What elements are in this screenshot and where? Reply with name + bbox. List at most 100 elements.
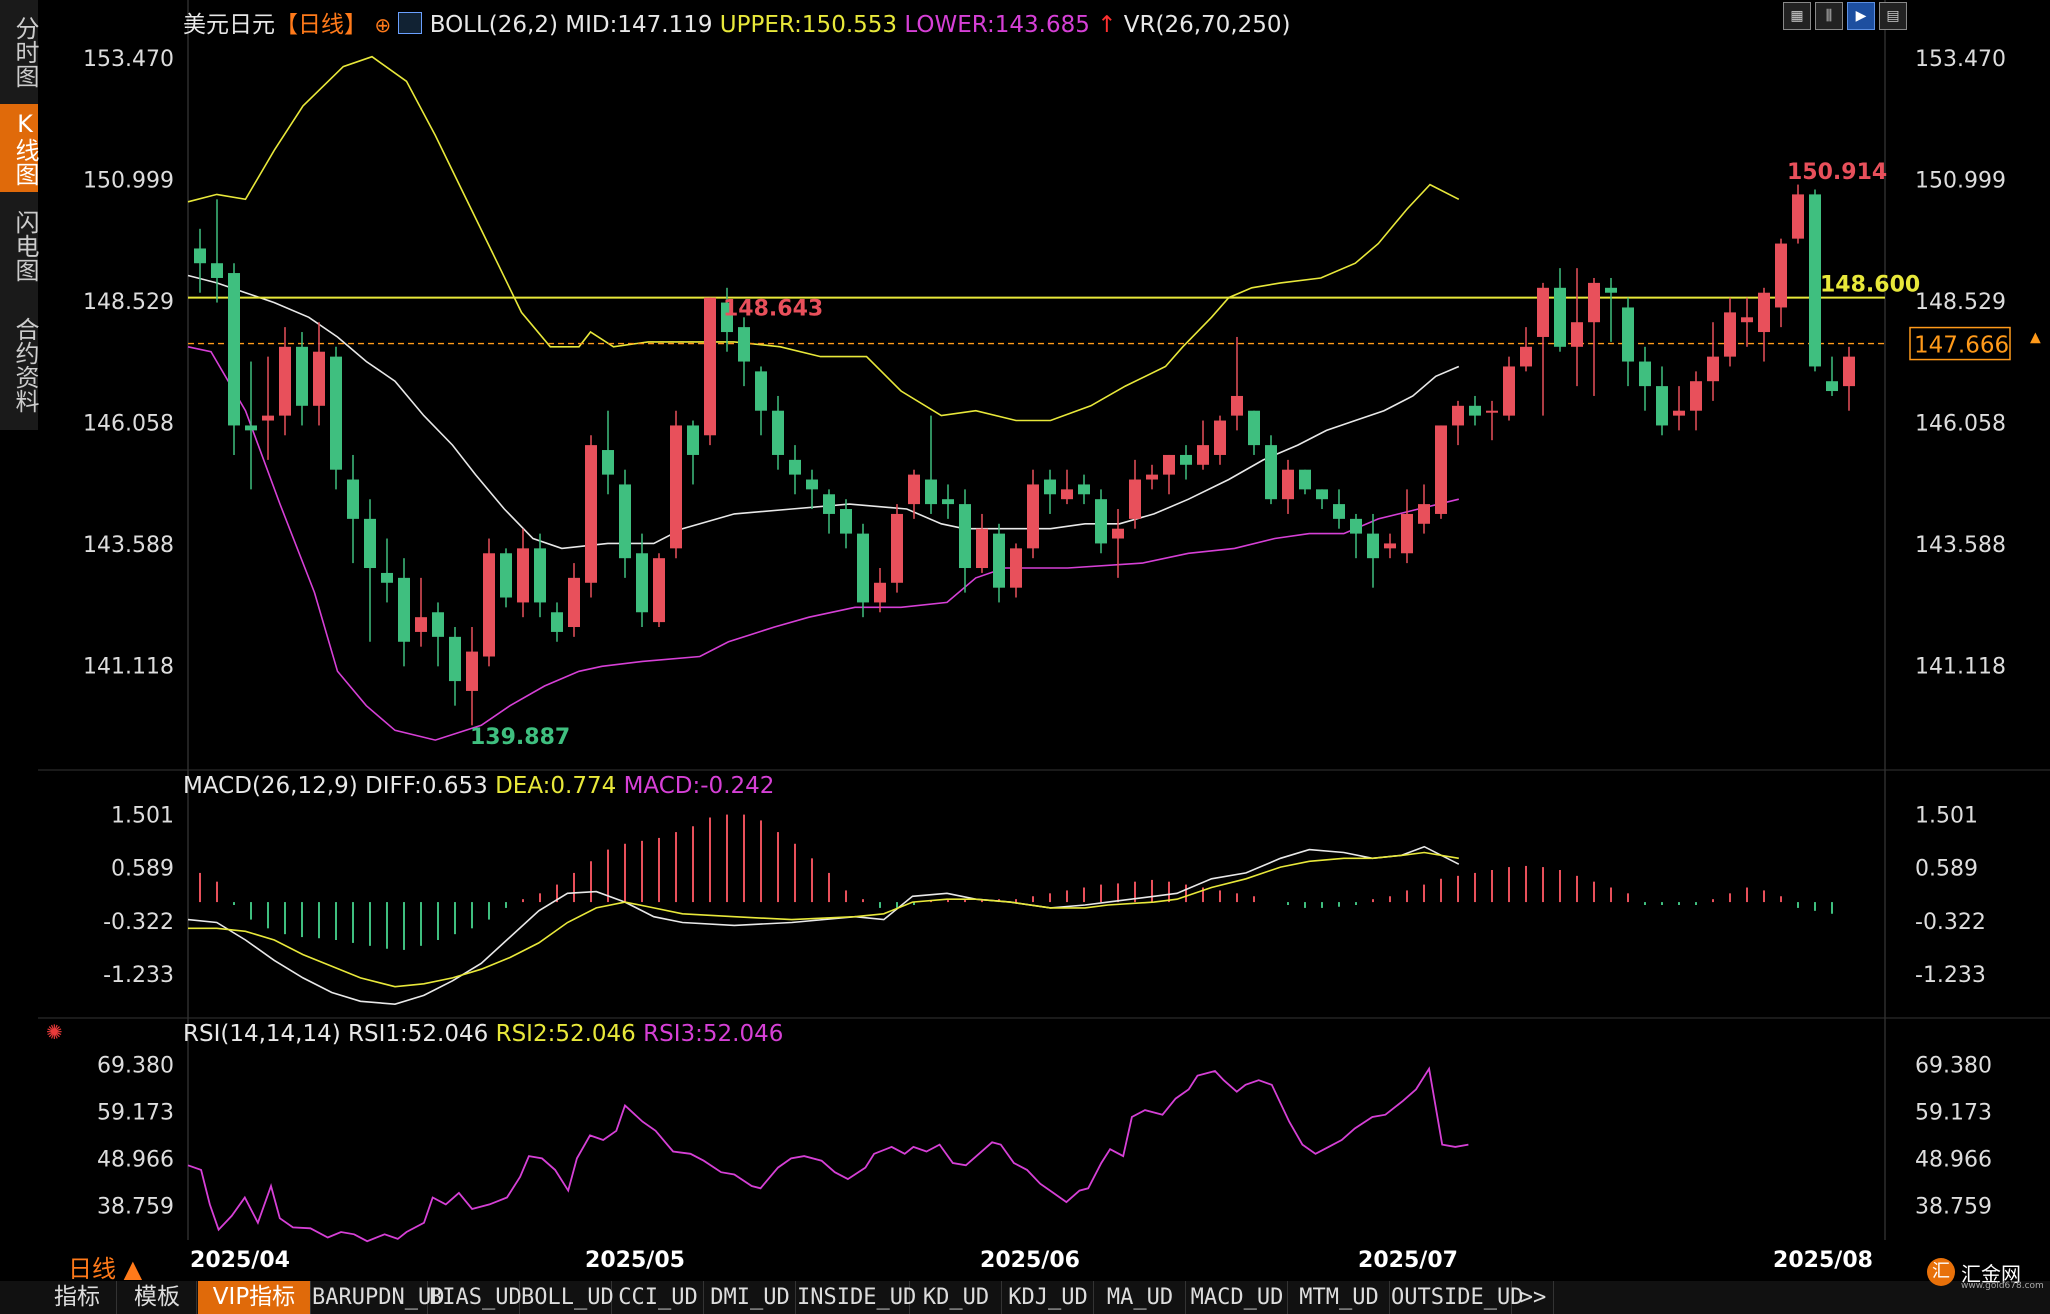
candle-body [228, 273, 240, 426]
candle-body [364, 518, 376, 569]
indicator-tab[interactable]: MA_UD [1095, 1281, 1186, 1314]
rsi3-value: RSI3:52.046 [643, 1021, 784, 1047]
boll-lower: LOWER:143.685 [904, 12, 1090, 38]
indicator-tab[interactable]: BARUPDN_UD [312, 1281, 444, 1314]
candle-body [1622, 307, 1634, 362]
indicator-tab[interactable]: >> [1513, 1281, 1554, 1314]
candle-body [1605, 287, 1617, 293]
arrow-up-icon[interactable]: ↑ [1097, 12, 1117, 38]
indicator-tab[interactable]: BIAS_UD [429, 1281, 522, 1314]
candle-body [1707, 356, 1719, 382]
indicator-tab[interactable]: BOLL_UD [521, 1281, 614, 1314]
indicator-tab[interactable]: 指标 [38, 1281, 117, 1314]
indicator-tab[interactable]: OUTSIDE_UD [1391, 1281, 1523, 1314]
candle-body [755, 371, 767, 411]
brand-logo: 汇 汇金网 www.gold678.com [1927, 1258, 2044, 1291]
y-tick-label-right: 38.759 [1915, 1195, 1992, 1220]
boll-mid-line [187, 274, 1460, 550]
y-tick-label-right: 1.501 [1915, 804, 1978, 829]
candle-body [636, 553, 648, 613]
y-tick-label-left: 150.999 [83, 169, 174, 194]
axis-labels: 153.470 153.470 150.999 150.999 148.529 148.5… [83, 47, 2041, 1273]
grid-icon[interactable]: ▦ [1783, 2, 1811, 30]
candle-body [449, 636, 461, 682]
period-tag: 【日线】 [275, 12, 367, 38]
date-label: 2025/08 [1773, 1248, 1873, 1273]
rsi-line [187, 1066, 1469, 1243]
indicator-icon[interactable] [398, 12, 423, 34]
candle-body [840, 509, 852, 534]
layout-icon[interactable]: ▤ [1879, 2, 1907, 30]
y-tick-label-right: 59.173 [1915, 1101, 1992, 1126]
boll-mid: MID:147.119 [565, 12, 713, 38]
candles-icon[interactable]: ⫼ [1815, 2, 1843, 30]
candle-body [1724, 312, 1736, 357]
candle-body [1180, 454, 1192, 465]
tab-timeshare[interactable]: 分时图 [11, 16, 39, 88]
candle-body [1384, 543, 1396, 549]
macd-value: MACD:-0.242 [623, 773, 775, 799]
y-tick-label-right: 148.529 [1915, 290, 2006, 315]
candle-body [908, 474, 920, 505]
indicator-tab[interactable]: INSIDE_UD [797, 1281, 916, 1314]
candle-body [1316, 489, 1328, 500]
candle-body [432, 612, 444, 637]
y-tick-label-left: 0.589 [111, 857, 174, 882]
settings-icon[interactable]: ✺ [46, 1020, 63, 1044]
tab-kline[interactable]: K线图 [0, 104, 39, 192]
y-tick-label-left: 153.470 [83, 47, 174, 72]
candle-body [738, 327, 750, 362]
indicator-tab[interactable]: CCI_UD [613, 1281, 704, 1314]
period-selector[interactable]: 日线 ▲ [68, 1255, 143, 1283]
candle-body [1588, 282, 1600, 323]
y-tick-label-right: -0.322 [1915, 910, 1986, 935]
candle-body [1044, 479, 1056, 495]
chart-switch-icon[interactable]: ▶ [1847, 2, 1875, 30]
candle-body [874, 582, 886, 603]
macd-legend: MACD(26,12,9) DIFF:0.653 DEA:0.774 MACD:… [183, 773, 774, 799]
indicator-tab[interactable]: VIP指标 [198, 1281, 311, 1314]
boll-label: BOLL(26,2) [429, 12, 558, 38]
candle-body [1690, 381, 1702, 411]
candle-body [534, 548, 546, 603]
indicator-tab[interactable]: MACD_UD [1187, 1281, 1288, 1314]
plus-circle-icon[interactable]: ⊕ [374, 13, 392, 37]
candle-body [1843, 356, 1855, 387]
candle-body [1010, 548, 1022, 588]
candle-body [1758, 292, 1770, 333]
candle-body [415, 617, 427, 632]
last-price-box [1909, 326, 2011, 361]
indicator-tab[interactable]: DMI_UD [705, 1281, 796, 1314]
candle-body [483, 553, 495, 657]
candle-body [1333, 504, 1345, 519]
candle-body [1520, 346, 1532, 367]
candle-body [1129, 479, 1141, 519]
indicator-tab[interactable]: KD_UD [911, 1281, 1002, 1314]
candle-body [1197, 445, 1209, 465]
candle-body [330, 356, 342, 470]
last-price-marker: ▲ [2030, 330, 2041, 346]
macd-dea: DEA:0.774 [495, 773, 617, 799]
boll-upper-line [187, 55, 1460, 422]
tab-contract-info[interactable]: 合约资料 [11, 317, 39, 413]
y-tick-label-right: 146.058 [1915, 412, 2006, 437]
indicator-tab[interactable]: MTM_UD [1289, 1281, 1390, 1314]
candle-body [1418, 504, 1430, 524]
indicator-tab[interactable]: 模板 [118, 1281, 197, 1314]
candle-body [517, 548, 529, 603]
candle-body [993, 533, 1005, 588]
candle-body [1401, 513, 1413, 554]
indicator-tab[interactable]: KDJ_UD [1003, 1281, 1094, 1314]
candle-body [1350, 518, 1362, 534]
y-tick-label-left: 143.588 [83, 533, 174, 558]
y-tick-label-right: -1.233 [1915, 963, 1986, 988]
tab-lightning[interactable]: 闪电图 [11, 210, 39, 282]
low-annotation: 139.887 [470, 725, 570, 750]
y-tick-label-left: 48.966 [97, 1148, 174, 1173]
y-tick-label-left: 59.173 [97, 1101, 174, 1126]
candle-body [568, 577, 580, 628]
candle-body [1775, 243, 1787, 308]
candle-body [789, 459, 801, 475]
candle-body [1435, 425, 1447, 514]
y-tick-label-left: 38.759 [97, 1195, 174, 1220]
